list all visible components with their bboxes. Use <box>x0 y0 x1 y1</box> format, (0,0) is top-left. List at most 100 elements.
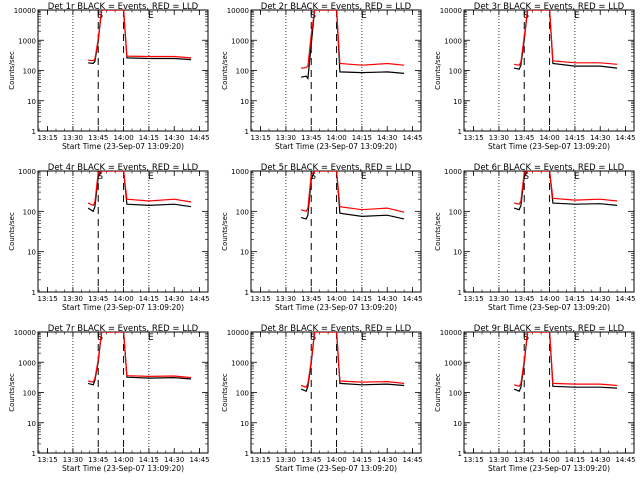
x-tick-label: 14:00 <box>326 295 346 303</box>
series-events <box>513 10 618 70</box>
y-tick-label: 1 <box>245 128 249 136</box>
y-tick-label: 10 <box>27 249 36 257</box>
x-tick-label: 14:30 <box>164 134 184 142</box>
x-tick-label: 14:30 <box>590 134 610 142</box>
x-tick-label: 13:15 <box>463 456 483 464</box>
y-tick-label: 10000 <box>14 329 36 337</box>
x-tick-label: 13:30 <box>489 295 509 303</box>
x-axis-label: Start Time (23-Sep-07 13:09:20) <box>275 464 397 473</box>
x-tick-label: 14:45 <box>402 456 422 464</box>
y-tick-label: 1 <box>458 450 462 458</box>
x-axis-label: Start Time (23-Sep-07 13:09:20) <box>62 464 184 473</box>
detector-panel-6: Det 6r BLACK = Events, RED = LLD 1 10 100 10… <box>434 163 636 312</box>
marker-s: S <box>97 172 103 182</box>
y-tick-label: 1 <box>32 128 36 136</box>
y-tick-label: 100 <box>23 390 36 398</box>
x-axis-label: Start Time (23-Sep-07 13:09:20) <box>275 142 397 151</box>
detector-panel-8: Det 8r BLACK = Events, RED = LLD 1 10 100 10… <box>221 324 423 473</box>
series-lld <box>88 10 192 62</box>
y-tick-label: 10000 <box>227 329 249 337</box>
y-axis-label: Counts/sec <box>221 212 229 251</box>
x-tick-label: 13:15 <box>250 456 270 464</box>
x-axis-label: Start Time (23-Sep-07 13:09:20) <box>275 303 397 312</box>
x-tick-label: 13:30 <box>63 456 83 464</box>
plot-frame <box>250 331 422 454</box>
x-tick-label: 14:15 <box>352 134 372 142</box>
x-tick-label: 14:15 <box>565 456 585 464</box>
panel-title: Det 1r BLACK = Events, RED = LLD <box>48 2 199 12</box>
y-tick-label: 1000 <box>231 168 249 176</box>
marker-e: E <box>148 172 154 182</box>
x-tick-label: 13:30 <box>276 295 296 303</box>
x-tick-label: 13:45 <box>88 456 108 464</box>
y-axis-label: Counts/sec <box>434 51 442 90</box>
x-tick-label: 13:45 <box>301 295 321 303</box>
panel-title: Det 3r BLACK = Events, RED = LLD <box>474 2 625 12</box>
series-events <box>513 332 618 392</box>
x-tick-label: 14:15 <box>139 295 159 303</box>
x-tick-label: 14:15 <box>565 295 585 303</box>
x-tick-label: 14:00 <box>539 134 559 142</box>
panel-title: Det 4r BLACK = Events, RED = LLD <box>48 163 199 173</box>
x-tick-label: 14:45 <box>402 295 422 303</box>
x-tick-label: 13:30 <box>276 134 296 142</box>
x-tick-label: 13:30 <box>63 295 83 303</box>
y-axis-label: Counts/sec <box>8 212 16 251</box>
y-tick-label: 100 <box>449 68 462 76</box>
x-axis-label: Start Time (23-Sep-07 13:09:20) <box>488 142 610 151</box>
x-tick-label: 14:30 <box>164 295 184 303</box>
x-tick-label: 14:30 <box>377 456 397 464</box>
x-tick-label: 13:45 <box>514 295 534 303</box>
y-tick-label: 1000 <box>18 168 36 176</box>
plot-frame <box>37 170 209 293</box>
x-axis-label: Start Time (23-Sep-07 13:09:20) <box>62 142 184 151</box>
marker-e: E <box>574 11 580 21</box>
detector-panel-3: Det 3r BLACK = Events, RED = LLD 1 10 100 10… <box>434 2 636 151</box>
y-axis-label: Counts/sec <box>434 212 442 251</box>
x-tick-label: 14:15 <box>139 456 159 464</box>
plot-frame <box>463 331 635 454</box>
marker-s: S <box>310 172 316 182</box>
x-tick-label: 13:15 <box>250 295 270 303</box>
marker-e: E <box>361 172 367 182</box>
y-tick-label: 10 <box>27 420 36 428</box>
x-tick-label: 13:45 <box>514 134 534 142</box>
y-tick-label: 1 <box>245 450 249 458</box>
x-tick-label: 14:15 <box>565 134 585 142</box>
marker-e: E <box>148 11 154 21</box>
y-tick-label: 1000 <box>444 37 462 45</box>
x-axis-label: Start Time (23-Sep-07 13:09:20) <box>488 464 610 473</box>
y-tick-label: 1000 <box>444 359 462 367</box>
plot-frame <box>463 9 635 132</box>
series-lld <box>300 332 405 388</box>
series-events <box>300 10 405 80</box>
series-lld <box>513 10 618 66</box>
panel-title: Det 5r BLACK = Events, RED = LLD <box>261 163 412 173</box>
y-tick-label: 1000 <box>231 359 249 367</box>
x-tick-label: 14:45 <box>402 134 422 142</box>
x-tick-label: 13:30 <box>489 134 509 142</box>
y-tick-label: 1000 <box>18 37 36 45</box>
x-tick-label: 14:00 <box>539 456 559 464</box>
y-tick-label: 10 <box>240 98 249 106</box>
panel-title: Det 2r BLACK = Events, RED = LLD <box>261 2 412 12</box>
series-lld <box>87 332 192 383</box>
y-tick-label: 100 <box>449 208 462 216</box>
series-events <box>300 332 405 392</box>
y-axis-label: Counts/sec <box>221 51 229 90</box>
y-tick-label: 10000 <box>440 329 462 337</box>
x-tick-label: 14:15 <box>352 295 372 303</box>
panel-title: Det 7r BLACK = Events, RED = LLD <box>48 324 199 334</box>
series-events <box>87 171 192 213</box>
x-tick-label: 13:45 <box>88 295 108 303</box>
x-tick-label: 14:45 <box>615 134 635 142</box>
series-events <box>87 332 192 386</box>
panel-title: Det 9r BLACK = Events, RED = LLD <box>474 324 625 334</box>
x-tick-label: 14:00 <box>113 134 133 142</box>
marker-e: E <box>574 333 580 343</box>
y-tick-label: 10 <box>27 98 36 106</box>
plot-frame <box>250 170 422 293</box>
y-tick-label: 10 <box>453 420 462 428</box>
x-tick-label: 14:45 <box>189 456 209 464</box>
